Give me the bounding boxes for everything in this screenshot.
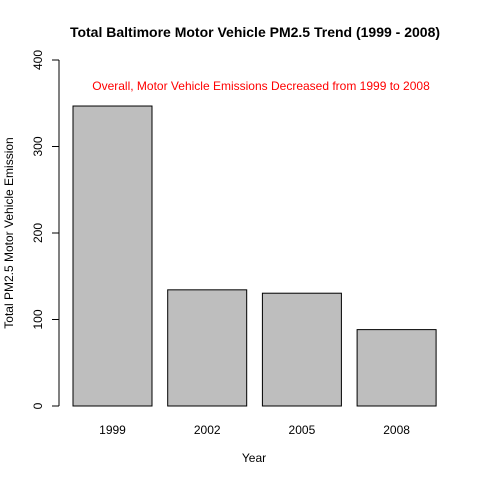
y-tick-label: 200 xyxy=(31,223,45,243)
chart-title: Total Baltimore Motor Vehicle PM2.5 Tren… xyxy=(70,24,440,40)
y-tick-label: 100 xyxy=(31,309,45,329)
bar-2005 xyxy=(261,292,342,407)
y-tick-label: 400 xyxy=(31,50,45,70)
x-tick-label: 2008 xyxy=(383,423,410,437)
x-tick-label: 2005 xyxy=(289,423,316,437)
bar-2008 xyxy=(356,329,437,407)
y-axis-label: Total PM2.5 Motor Vehicle Emission xyxy=(2,137,16,328)
bar-1999 xyxy=(72,105,153,407)
x-axis-label: Year xyxy=(242,451,266,465)
chart-annotation: Overall, Motor Vehicle Emissions Decreas… xyxy=(92,79,430,93)
x-tick-labels: 1999 2002 2005 2008 xyxy=(99,423,410,437)
x-tick-label: 1999 xyxy=(99,423,126,437)
y-tick-label: 300 xyxy=(31,136,45,156)
bar-2002 xyxy=(167,289,248,407)
y-axis: 0 100 200 300 400 xyxy=(31,50,60,409)
bars-group xyxy=(72,105,437,407)
y-tick-label: 0 xyxy=(31,402,45,409)
x-tick-label: 2002 xyxy=(194,423,221,437)
